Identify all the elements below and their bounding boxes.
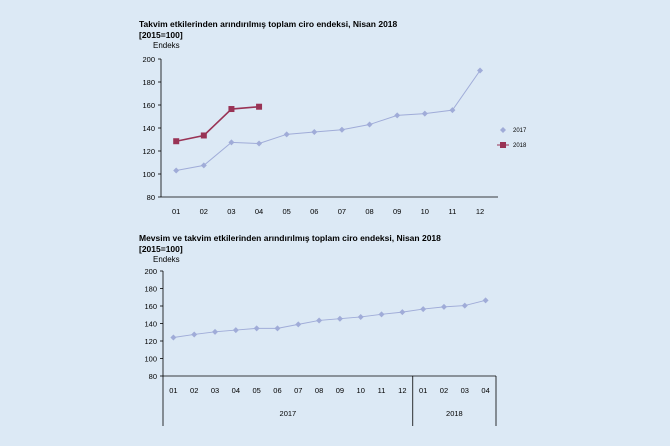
chart1-y-tick-label: 200 [142,55,155,64]
chart1-point-2017 [200,162,207,169]
chart2-y-tick-label: 200 [144,267,157,276]
chart2-x-tick-label: 04 [481,386,489,395]
chart2-x-tick-label: 12 [398,386,406,395]
chart1-point-2017 [477,67,484,74]
chart2-year-label: 2017 [280,409,297,418]
chart2-series-line [173,299,486,338]
chart2-x-tick-label: 07 [294,386,302,395]
chart1-point-2017 [338,126,345,133]
chart2-y-tick-label: 120 [144,337,157,346]
chart2-x-tick-label: 02 [440,386,448,395]
chart1-x-tick-label: 12 [476,207,484,216]
chart1-point-2017 [311,129,318,136]
chart2-ylabel: Endeks [153,255,180,264]
chart1-y-tick-label: 80 [147,193,155,202]
chart2-point [274,325,281,332]
chart1-point-2018 [228,106,235,113]
chart1-point-2017 [421,110,428,117]
chart1-y-tick-label: 140 [142,124,155,133]
chart1-legend-label: 2017 [513,128,527,134]
chart1-x-tick-label: 08 [365,207,373,216]
chart1-y-tick-label: 120 [142,147,155,156]
chart1-x-tick-label: 05 [283,207,291,216]
chart2-point [378,311,385,318]
chart2-point [482,297,489,304]
chart1-point-2017 [228,139,235,146]
chart2-x-tick-label: 02 [190,386,198,395]
chart2-x-tick-label: 01 [419,386,427,395]
chart2-x-tick-label: 10 [357,386,365,395]
chart2-point [212,328,219,335]
chart2-y-tick-label: 80 [149,372,157,381]
chart2-point [316,317,323,324]
chart1-legend-marker [500,127,506,133]
chart2-x-tick-label: 04 [232,386,240,395]
chart1-point-2018 [256,103,263,110]
chart1-x-tick-label: 09 [393,207,401,216]
chart1-x-tick-label: 03 [227,207,235,216]
chart2-y-tick-label: 100 [144,355,157,364]
chart1-x-tick-label: 02 [200,207,208,216]
chart1-title: Takvim etkilerinden arındırılmış toplam … [139,19,398,29]
chart2-point [336,315,343,322]
chart1-x-tick-label: 10 [421,207,429,216]
chart2-point [357,313,364,320]
chart1-series-line-2017 [176,70,481,172]
chart2-point [399,309,406,316]
chart1-y-tick-label: 180 [142,78,155,87]
chart2-point [295,321,302,328]
chart1-point-2017 [173,167,180,174]
chart1-point-2017 [366,121,373,128]
chart2-point [420,306,427,313]
chart1-point-2017 [449,107,456,114]
chart1-subtitle: [2015=100] [139,30,183,40]
chart1-point-2017 [283,131,290,138]
chart1-series-line-2018 [176,105,260,143]
chart1-y-tick-label: 160 [142,101,155,110]
chart2-point [440,303,447,310]
chart1-point-2018 [173,138,180,145]
chart2-x-tick-label: 06 [273,386,281,395]
chart1-point-2017 [394,112,401,119]
chart2-point [461,302,468,309]
chart2-y-tick-label: 140 [144,320,157,329]
chart2-x-tick-label: 11 [378,386,386,395]
chart2-point [191,331,198,338]
chart2-x-tick-label: 01 [169,386,177,395]
chart1-point-2018 [200,132,207,139]
chart1-y-tick-label: 100 [142,170,155,179]
chart1-legend-label: 2018 [513,143,527,149]
chart1-x-tick-label: 06 [310,207,318,216]
chart1-legend-marker [500,142,506,148]
chart1-x-tick-label: 11 [449,207,457,216]
chart2-x-tick-label: 03 [211,386,219,395]
chart1-x-tick-label: 01 [172,207,180,216]
chart2-y-tick-label: 180 [144,285,157,294]
chart2-y-tick-label: 160 [144,302,157,311]
chart1-point-2017 [256,140,263,147]
chart2-x-tick-label: 09 [336,386,344,395]
chart1-x-tick-label: 07 [338,207,346,216]
chart2-year-label: 2018 [446,409,463,418]
chart2-point [253,325,260,332]
chart2-x-tick-label: 08 [315,386,323,395]
chart1-x-tick-label: 04 [255,207,263,216]
chart2-x-tick-label: 03 [461,386,469,395]
chart1-ylabel: Endeks [153,41,180,50]
chart2-point [232,327,239,334]
chart2-subtitle: [2015=100] [139,244,183,254]
chart2-title: Mevsim ve takvim etkilerinden arındırılm… [139,233,441,243]
chart2-point [170,334,177,341]
chart2-x-tick-label: 05 [252,386,260,395]
